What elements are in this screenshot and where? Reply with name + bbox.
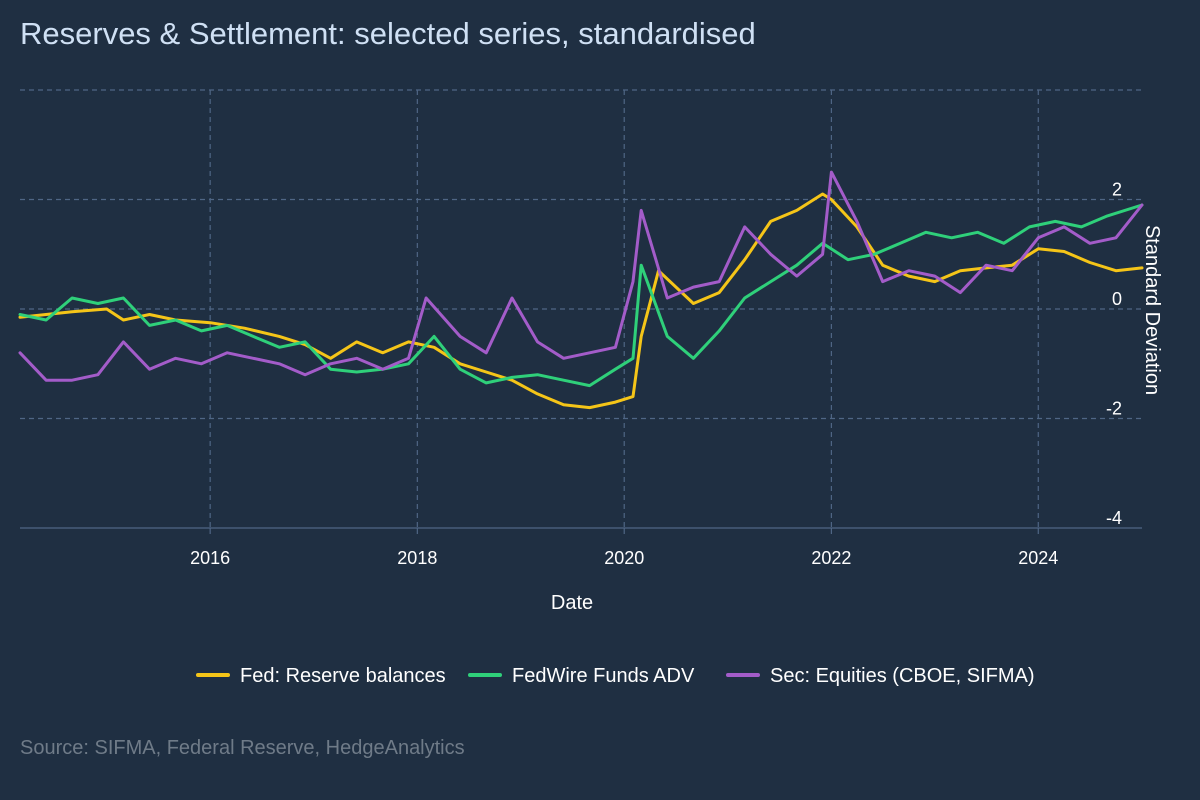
x-tick-label: 2022 xyxy=(811,548,851,568)
series-line-3 xyxy=(18,170,1144,382)
legend-label: FedWire Funds ADV xyxy=(512,665,695,687)
x-tick-label: 2016 xyxy=(190,548,230,568)
x-tick-label: 2024 xyxy=(1018,548,1058,568)
series-line-1 xyxy=(18,192,1144,410)
chart-title: Reserves & Settlement: selected series, … xyxy=(20,16,756,51)
chart-legend: Fed: Reserve balances FedWire Funds ADV Se… xyxy=(196,665,1035,687)
x-tick-label: 2020 xyxy=(604,548,644,568)
y-tick-label: 0 xyxy=(1112,289,1122,309)
y-tick-label: -2 xyxy=(1106,399,1122,419)
source-note: Source: SIFMA, Federal Reserve, HedgeAna… xyxy=(20,737,465,759)
series-line-2 xyxy=(18,203,1144,388)
legend-label: Fed: Reserve balances xyxy=(240,665,446,687)
chart-grid xyxy=(20,89,1142,534)
x-axis-ticks: 2016 2018 2020 2022 2024 xyxy=(190,548,1058,568)
y-axis-ticks: 2 0 -2 -4 xyxy=(1106,180,1122,529)
chart-series xyxy=(18,170,1144,410)
y-axis-label: Standard Deviation xyxy=(1141,225,1163,395)
x-tick-label: 2018 xyxy=(397,548,437,568)
y-tick-label: 2 xyxy=(1112,180,1122,200)
y-tick-label: -4 xyxy=(1106,508,1122,528)
legend-label: Sec: Equities (CBOE, SIFMA) xyxy=(770,665,1035,687)
x-axis-label: Date xyxy=(551,592,593,614)
